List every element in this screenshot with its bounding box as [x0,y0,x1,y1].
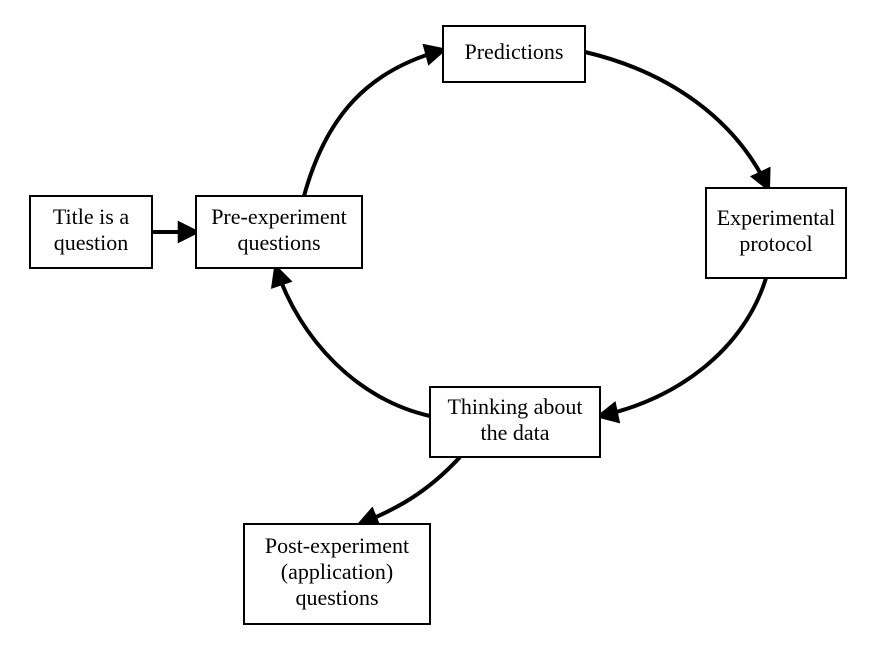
node-preq-line-1: questions [237,230,320,255]
nodes-layer: Title is aquestionPre-experimentquestion… [30,26,846,624]
edge-e6 [360,457,460,524]
node-pred-line-0: Predictions [465,39,564,64]
node-preq: Pre-experimentquestions [196,196,362,268]
edge-e4 [600,278,766,416]
node-proto-line-0: Experimental [717,205,836,230]
edge-e5 [276,268,430,416]
node-postq-line-1: (application) [281,559,393,584]
node-pred: Predictions [443,26,585,82]
node-think-line-0: Thinking about [447,394,582,419]
node-title: Title is aquestion [30,196,152,268]
flowchart-canvas: Title is aquestionPre-experimentquestion… [0,0,876,652]
node-title-line-0: Title is a [53,204,129,229]
node-title-line-1: question [54,230,129,255]
edge-e3 [585,52,768,188]
node-proto-line-1: protocol [739,231,812,256]
node-postq-line-0: Post-experiment [265,533,409,558]
node-postq-line-2: questions [295,585,378,610]
node-proto: Experimentalprotocol [706,188,846,278]
edge-e2 [304,50,443,196]
node-think: Thinking aboutthe data [430,387,600,457]
node-preq-line-0: Pre-experiment [211,204,347,229]
node-postq: Post-experiment(application)questions [244,524,430,624]
node-think-line-1: the data [480,420,549,445]
